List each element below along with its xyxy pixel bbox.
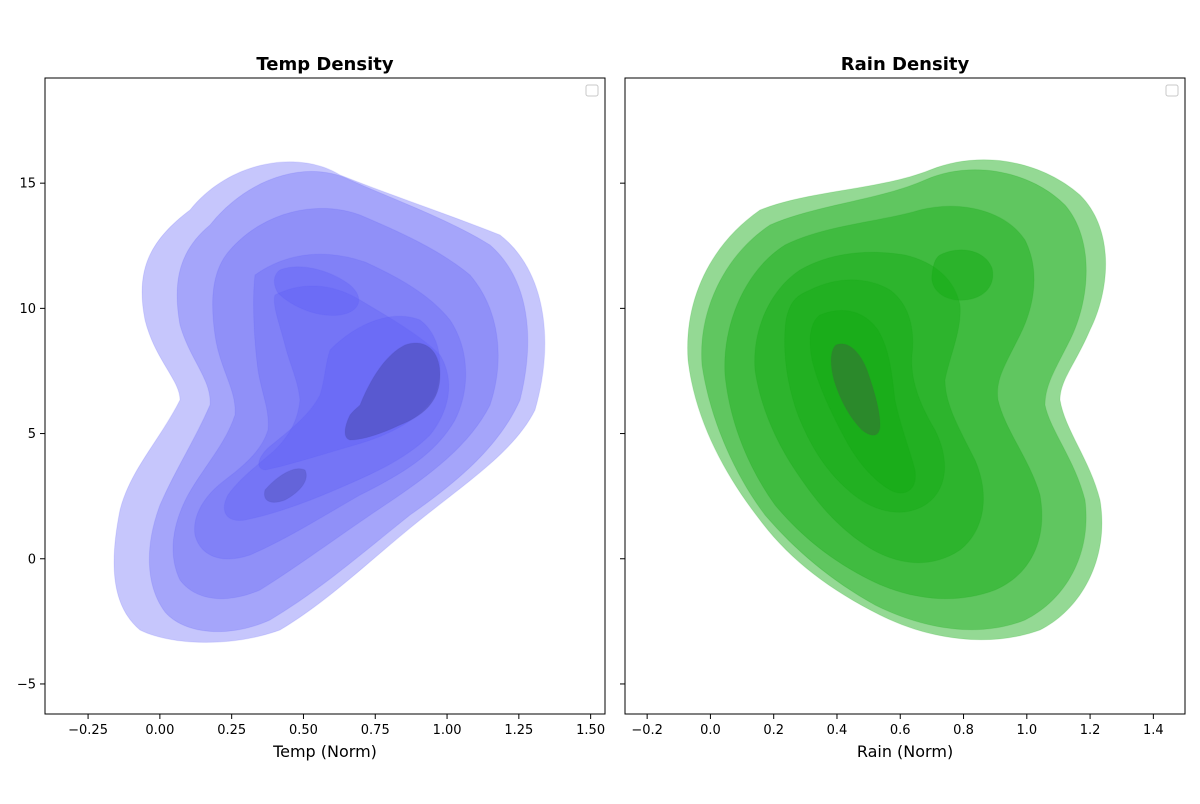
temp-density-level-4 — [223, 285, 450, 521]
temp-density-level-7 — [344, 342, 441, 441]
x-tick-label: 0.00 — [145, 723, 174, 738]
y-tick-label: 10 — [19, 302, 36, 317]
temp-x-ticks: −0.25 0.00 0.25 0.50 0.75 1.00 1.25 1.50 — [68, 714, 605, 738]
x-tick-label: −0.25 — [68, 723, 108, 738]
x-tick-label: 0.2 — [763, 723, 784, 738]
rain-density-contours — [687, 159, 1107, 641]
temp-y-ticks: −5 0 5 10 15 — [17, 177, 45, 692]
x-tick-label: 0.4 — [827, 723, 848, 738]
temp-density-level-8 — [263, 468, 307, 503]
rain-legend-box — [1165, 84, 1179, 97]
y-tick-label: −5 — [17, 677, 36, 692]
x-tick-label: 0.25 — [217, 723, 246, 738]
rain-plot-frame — [624, 77, 1186, 715]
temp-legend-box — [585, 84, 599, 97]
rain-density-level-0 — [687, 159, 1107, 641]
rain-density-level-1 — [701, 169, 1087, 631]
x-tick-label: 1.25 — [504, 723, 533, 738]
x-tick-label: 0.6 — [890, 723, 911, 738]
y-tick-label: 5 — [28, 427, 36, 442]
rain-density-level-7 — [931, 249, 994, 301]
temp-density-panel: Temp Density −0.25 0.00 0.25 0.50 0.75 1.00 1.… — [17, 54, 606, 761]
rain-density-level-2 — [724, 205, 1043, 600]
rain-density-level-6 — [830, 343, 881, 436]
temp-density-level-2 — [172, 207, 499, 600]
y-tick-label: 0 — [28, 552, 36, 567]
x-tick-label: 0.75 — [361, 723, 390, 738]
temp-density-title: Temp Density — [256, 54, 393, 75]
x-tick-label: 1.00 — [433, 723, 462, 738]
x-tick-label: 1.4 — [1143, 723, 1164, 738]
rain-density-title: Rain Density — [841, 54, 970, 75]
temp-density-level-6 — [273, 266, 360, 316]
temp-density-level-1 — [148, 170, 529, 633]
x-tick-label: 1.2 — [1080, 723, 1101, 738]
x-tick-label: 0.50 — [289, 723, 318, 738]
temp-plot-frame — [44, 77, 606, 715]
rain-x-axis-label: Rain (Norm) — [857, 742, 953, 761]
x-tick-label: 0.8 — [953, 723, 974, 738]
x-tick-label: 0.0 — [700, 723, 721, 738]
rain-density-panel: Rain Density −0.2 0.0 0.2 0.4 0.6 0.8 1.0 1.2 1.… — [620, 54, 1186, 761]
temp-density-level-0 — [113, 161, 546, 643]
x-tick-label: 1.0 — [1016, 723, 1037, 738]
x-tick-label: 1.50 — [576, 723, 605, 738]
temp-density-level-3 — [194, 253, 467, 560]
rain-y-ticks — [620, 182, 625, 685]
temp-x-axis-label: Temp (Norm) — [272, 742, 377, 761]
rain-x-ticks: −0.2 0.0 0.2 0.4 0.6 0.8 1.0 1.2 1.4 — [631, 714, 1164, 738]
y-tick-label: 15 — [19, 177, 36, 192]
x-tick-label: −0.2 — [631, 723, 663, 738]
temp-density-contours — [113, 161, 546, 643]
